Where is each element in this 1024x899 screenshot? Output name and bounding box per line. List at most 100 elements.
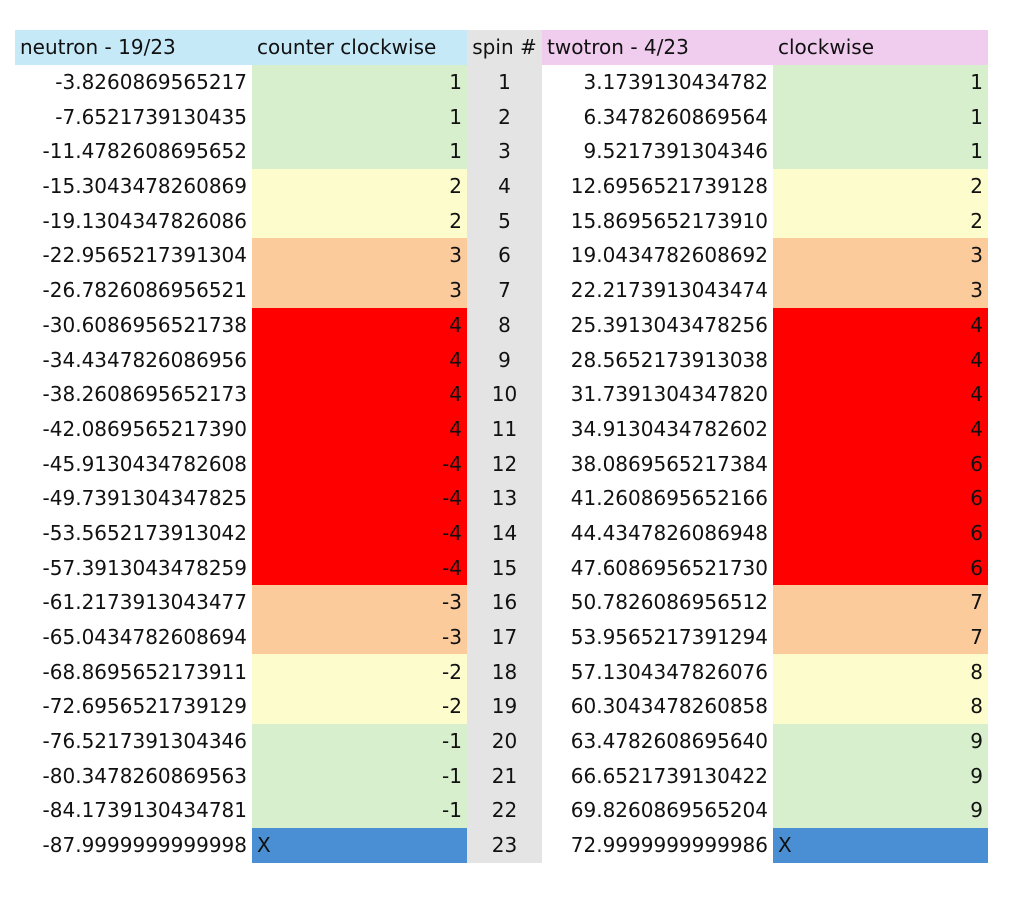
neutron-value-cell[interactable]: -15.3043478260869 [42, 174, 247, 199]
clockwise-cell[interactable]: 3 [773, 272, 988, 308]
neutron-value-cell[interactable]: -45.9130434782608 [42, 451, 247, 476]
counter-clockwise-cell[interactable]: 4 [252, 411, 467, 447]
clockwise-cell[interactable]: 7 [773, 585, 988, 620]
twotron-value-cell[interactable]: 47.6086956521730 [570, 555, 768, 580]
spin-number-cell[interactable]: 8 [467, 307, 542, 343]
neutron-value-cell[interactable]: -42.0869565217390 [42, 416, 247, 441]
neutron-value-cell[interactable]: -34.4347826086956 [42, 347, 247, 372]
counter-clockwise-cell[interactable]: -2 [252, 689, 467, 724]
clockwise-cell[interactable]: 8 [773, 654, 988, 690]
spin-number-cell[interactable]: 23 [467, 827, 542, 863]
spin-number-cell[interactable]: 19 [467, 689, 542, 724]
clockwise-cell[interactable]: 2 [773, 168, 988, 204]
clockwise-cell[interactable]: 9 [773, 758, 988, 794]
counter-clockwise-cell[interactable]: -3 [252, 619, 467, 655]
neutron-value-cell[interactable]: -65.0434782608694 [42, 625, 247, 650]
neutron-value-cell[interactable]: -11.4782608695652 [42, 139, 247, 164]
spin-number-cell[interactable]: 18 [467, 654, 542, 690]
twotron-value-cell[interactable]: 12.6956521739128 [570, 174, 768, 199]
counter-clockwise-cell[interactable]: -4 [252, 515, 467, 551]
spin-number-cell[interactable]: 9 [467, 342, 542, 377]
clockwise-cell[interactable]: 7 [773, 619, 988, 655]
neutron-value-cell[interactable]: -57.3913043478259 [42, 555, 247, 580]
twotron-value-cell[interactable]: 44.4347826086948 [570, 520, 768, 545]
neutron-value-cell[interactable]: -38.2608695652173 [42, 382, 247, 407]
neutron-value-cell[interactable]: -22.9565217391304 [42, 243, 247, 268]
neutron-value-cell[interactable]: -26.7826086956521 [42, 278, 247, 303]
spin-number-cell[interactable]: 2 [467, 99, 542, 135]
counter-clockwise-cell[interactable]: -3 [252, 585, 467, 620]
counter-clockwise-cell[interactable]: -2 [252, 654, 467, 690]
clockwise-cell[interactable]: 6 [773, 550, 988, 585]
header-twotron[interactable]: twotron - 4/23 [542, 30, 773, 65]
spin-number-cell[interactable]: 17 [467, 619, 542, 655]
twotron-value-cell[interactable]: 25.3913043478256 [570, 312, 768, 337]
counter-clockwise-cell[interactable]: 4 [252, 342, 467, 377]
twotron-value-cell[interactable]: 53.9565217391294 [570, 625, 768, 650]
counter-clockwise-cell[interactable]: 4 [252, 307, 467, 343]
twotron-value-cell[interactable]: 38.0869565217384 [570, 451, 768, 476]
spin-number-cell[interactable]: 15 [467, 550, 542, 585]
twotron-value-cell[interactable]: 6.3478260869564 [583, 104, 768, 129]
counter-clockwise-cell[interactable]: -1 [252, 758, 467, 794]
twotron-value-cell[interactable]: 31.7391304347820 [570, 382, 768, 407]
spin-number-cell[interactable]: 11 [467, 411, 542, 447]
neutron-value-cell[interactable]: -80.3478260869563 [42, 763, 247, 788]
clockwise-cell[interactable]: 2 [773, 203, 988, 239]
clockwise-cell[interactable]: 9 [773, 793, 988, 828]
counter-clockwise-cell[interactable]: 3 [252, 238, 467, 273]
clockwise-cell[interactable]: 1 [773, 99, 988, 135]
spin-number-cell[interactable]: 22 [467, 793, 542, 828]
neutron-value-cell[interactable]: -3.8260869565217 [55, 70, 247, 95]
clockwise-cell[interactable]: 1 [773, 134, 988, 169]
clockwise-cell[interactable]: 1 [773, 64, 988, 100]
clockwise-cell[interactable]: 6 [773, 480, 988, 516]
clockwise-cell[interactable]: 4 [773, 342, 988, 377]
neutron-value-cell[interactable]: -87.9999999999998 [42, 833, 247, 858]
clockwise-cell[interactable]: 4 [773, 376, 988, 412]
spin-number-cell[interactable]: 10 [467, 376, 542, 412]
clockwise-cell[interactable]: 8 [773, 689, 988, 724]
neutron-value-cell[interactable]: -53.5652173913042 [42, 520, 247, 545]
spin-number-cell[interactable]: 4 [467, 168, 542, 204]
neutron-value-cell[interactable]: -19.1304347826086 [42, 208, 247, 233]
clockwise-cell[interactable]: 3 [773, 238, 988, 273]
twotron-value-cell[interactable]: 60.3043478260858 [570, 694, 768, 719]
counter-clockwise-cell[interactable]: -1 [252, 723, 467, 759]
spin-number-cell[interactable]: 16 [467, 585, 542, 620]
spin-number-cell[interactable]: 12 [467, 446, 542, 481]
neutron-value-cell[interactable]: -76.5217391304346 [42, 729, 247, 754]
spin-number-cell[interactable]: 7 [467, 272, 542, 308]
twotron-value-cell[interactable]: 41.2608695652166 [570, 486, 768, 511]
twotron-value-cell[interactable]: 69.8260869565204 [570, 798, 768, 823]
spin-number-cell[interactable]: 1 [467, 64, 542, 100]
counter-clockwise-cell[interactable]: -4 [252, 480, 467, 516]
spin-number-cell[interactable]: 21 [467, 758, 542, 794]
spin-number-cell[interactable]: 13 [467, 480, 542, 516]
clockwise-cell[interactable]: 6 [773, 446, 988, 481]
counter-clockwise-cell[interactable]: 1 [252, 99, 467, 135]
clockwise-cell[interactable]: 4 [773, 307, 988, 343]
twotron-value-cell[interactable]: 57.1304347826076 [570, 659, 768, 684]
twotron-value-cell[interactable]: 63.4782608695640 [570, 729, 768, 754]
counter-clockwise-cell[interactable]: -4 [252, 550, 467, 585]
spin-number-cell[interactable]: 14 [467, 515, 542, 551]
twotron-value-cell[interactable]: 50.7826086956512 [570, 590, 768, 615]
counter-clockwise-cell[interactable]: 3 [252, 272, 467, 308]
twotron-value-cell[interactable]: 34.9130434782602 [570, 416, 768, 441]
spin-number-cell[interactable]: 5 [467, 203, 542, 239]
counter-clockwise-cell[interactable]: 1 [252, 134, 467, 169]
clockwise-cell[interactable]: X [773, 827, 988, 863]
clockwise-cell[interactable]: 6 [773, 515, 988, 551]
neutron-value-cell[interactable]: -84.1739130434781 [42, 798, 247, 823]
twotron-value-cell[interactable]: 72.9999999999986 [570, 833, 768, 858]
neutron-value-cell[interactable]: -61.2173913043477 [42, 590, 247, 615]
header-clockwise[interactable]: clockwise [773, 30, 988, 65]
twotron-value-cell[interactable]: 15.8695652173910 [570, 208, 768, 233]
counter-clockwise-cell[interactable]: -1 [252, 793, 467, 828]
counter-clockwise-cell[interactable]: X [252, 827, 467, 863]
twotron-value-cell[interactable]: 28.5652173913038 [570, 347, 768, 372]
counter-clockwise-cell[interactable]: 1 [252, 64, 467, 100]
twotron-value-cell[interactable]: 9.5217391304346 [583, 139, 768, 164]
clockwise-cell[interactable]: 9 [773, 723, 988, 759]
